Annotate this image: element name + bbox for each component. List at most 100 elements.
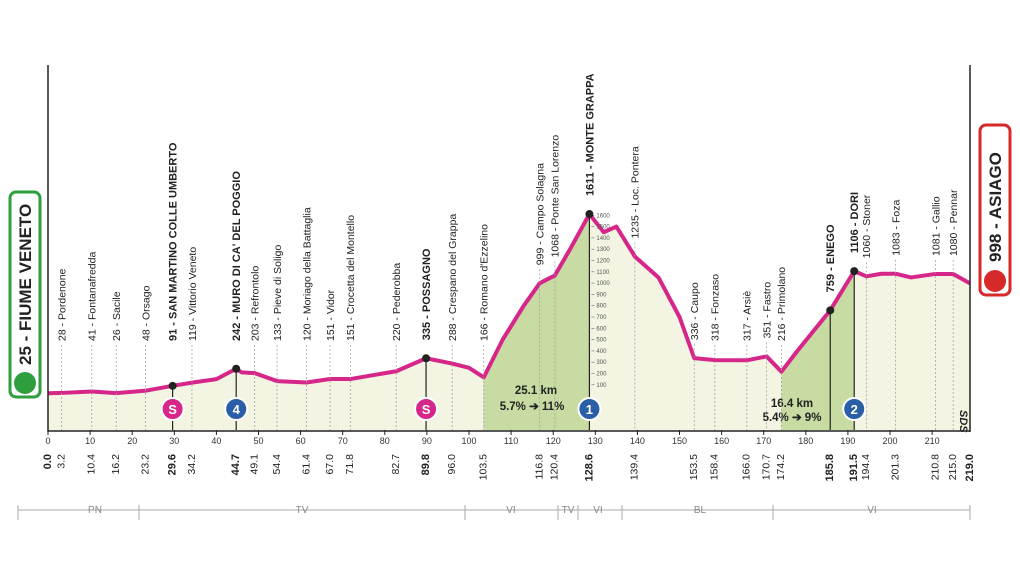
x-tick-label: 110 (504, 436, 518, 446)
badge (414, 397, 439, 421)
y-tick-label: 1400 (596, 236, 610, 242)
waypoint-label: 759 - ENEGO (825, 224, 837, 292)
km-label: 215.0 (947, 454, 959, 480)
x-tick-label: 100 (461, 436, 476, 446)
x-tick-label: 170 (756, 436, 771, 446)
profile-line (47, 212, 971, 396)
km-label: 29.6 (167, 454, 179, 475)
x-tick-label: 80 (380, 436, 390, 446)
waypoint-label: 41 - Fontanafredda (87, 252, 99, 341)
summit-dot (232, 364, 241, 373)
y-tick-label: 200 (596, 372, 607, 378)
km-label: 0.0 (42, 454, 54, 469)
x-tick-label: 120 (546, 436, 561, 446)
km-label: 139.4 (629, 454, 641, 480)
badge (842, 397, 867, 421)
badge-label: 2 (851, 402, 858, 417)
province: TV (562, 505, 575, 516)
province: VI (593, 505, 602, 516)
km-label: 116.8 (534, 454, 546, 480)
summit-dot (850, 267, 859, 276)
km-label: 96.0 (446, 454, 458, 475)
km-label: 166.0 (741, 454, 753, 480)
x-tick-label: 50 (253, 436, 263, 446)
waypoint-label: 151 - Vidor (325, 289, 337, 341)
badge-label: S (422, 402, 431, 417)
km-label: 210.8 (929, 454, 941, 480)
province: VI (867, 505, 876, 516)
waypoint-label: 1068 - Ponte San Lorenzo (550, 135, 562, 258)
y-tick-label: 700 (596, 315, 607, 321)
waypoint-label: 91 - SAN MARTINO COLLE UMBERTO (168, 142, 180, 341)
y-tick-label: 1500 (596, 225, 610, 231)
km-label: 82.7 (390, 454, 402, 475)
summit-dot (422, 354, 431, 363)
x-tick-label: 140 (630, 436, 645, 446)
summit-dot (168, 381, 177, 390)
waypoint-label: 120 - Moriago della Battaglia (301, 207, 313, 341)
km-label: 191.5 (848, 454, 860, 482)
km-label: 170.7 (760, 454, 772, 480)
waypoint-label: 317 - Arsiè (742, 291, 754, 341)
profile-area (48, 214, 970, 430)
km-label: 89.8 (420, 454, 432, 475)
y-tick-label: 800 (596, 304, 607, 310)
waypoint-label: 1235 - Loc. Pontera (630, 146, 642, 238)
y-tick-label: 400 (596, 349, 607, 355)
waypoint-label: 1611 - MONTE GRAPPA (584, 73, 596, 196)
km-label: 49.1 (248, 454, 260, 475)
badge-label: 1 (586, 402, 593, 417)
km-label: 128.6 (583, 454, 595, 482)
badge (577, 397, 602, 421)
waypoint-label: 1060 - Stoner (861, 194, 873, 258)
waypoint-label: 242 - MURO DI CA' DEL POGGIO (231, 171, 243, 341)
waypoint-label: 133 - Pieve di Soligo (272, 245, 284, 341)
km-label: 219.0 (964, 454, 976, 482)
badge-label: S (168, 402, 177, 417)
province: TV (296, 505, 309, 516)
km-label: 44.7 (230, 454, 242, 475)
km-label: 16.2 (110, 454, 122, 475)
km-label: 54.4 (271, 454, 283, 475)
province: VI (506, 505, 515, 516)
x-tick-label: 40 (211, 436, 221, 446)
waypoint-label: 119 - Vittorio Veneto (187, 247, 199, 341)
y-tick-label: 500 (596, 338, 607, 344)
km-label: 23.2 (139, 454, 151, 475)
waypoint-label: 351 - Fastro (761, 282, 773, 339)
km-label: 67.0 (324, 454, 336, 475)
km-label: 158.4 (709, 454, 721, 480)
x-tick-label: 70 (338, 436, 348, 446)
km-label: 201.3 (889, 454, 901, 480)
km-label: 10.4 (86, 454, 98, 475)
province: PN (88, 505, 102, 516)
x-tick-label: 30 (169, 436, 179, 446)
x-tick-label: 10 (85, 436, 95, 446)
waypoint-label: 216 - Primolano (776, 267, 788, 341)
x-tick-label: 90 (422, 436, 432, 446)
km-label: 174.2 (775, 454, 787, 480)
badge (224, 397, 249, 421)
waypoint-label: 1081 - Gallio (930, 196, 942, 256)
km-label: 120.4 (549, 454, 561, 480)
x-tick-label: 130 (588, 436, 603, 446)
waypoint-label: 336 - Caupo (689, 282, 701, 340)
waypoint-label: 26 - Sacile (111, 291, 123, 341)
y-tick-label: 1000 (596, 281, 610, 287)
y-tick-label: 600 (596, 326, 607, 332)
start-label: 25 - FIUME VENETO (16, 204, 35, 365)
km-label: 34.2 (186, 454, 198, 475)
waypoint-label: 1083 - Foza (890, 200, 902, 256)
x-tick-label: 200 (882, 436, 897, 446)
waypoint-label: 288 - Crespano del Grappa (447, 214, 459, 341)
x-tick-label: 20 (127, 436, 137, 446)
annotation: 5.4% ➔ 9% (763, 412, 822, 424)
x-tick-label: 0 (45, 436, 50, 446)
waypoint-label: 28 - Pordenone (56, 268, 68, 341)
summit-dot (826, 306, 835, 315)
y-tick-label: 1600 (596, 213, 610, 219)
summit-dot (585, 210, 594, 219)
y-tick-label: 300 (596, 360, 607, 366)
y-tick-label: 1300 (596, 247, 610, 253)
